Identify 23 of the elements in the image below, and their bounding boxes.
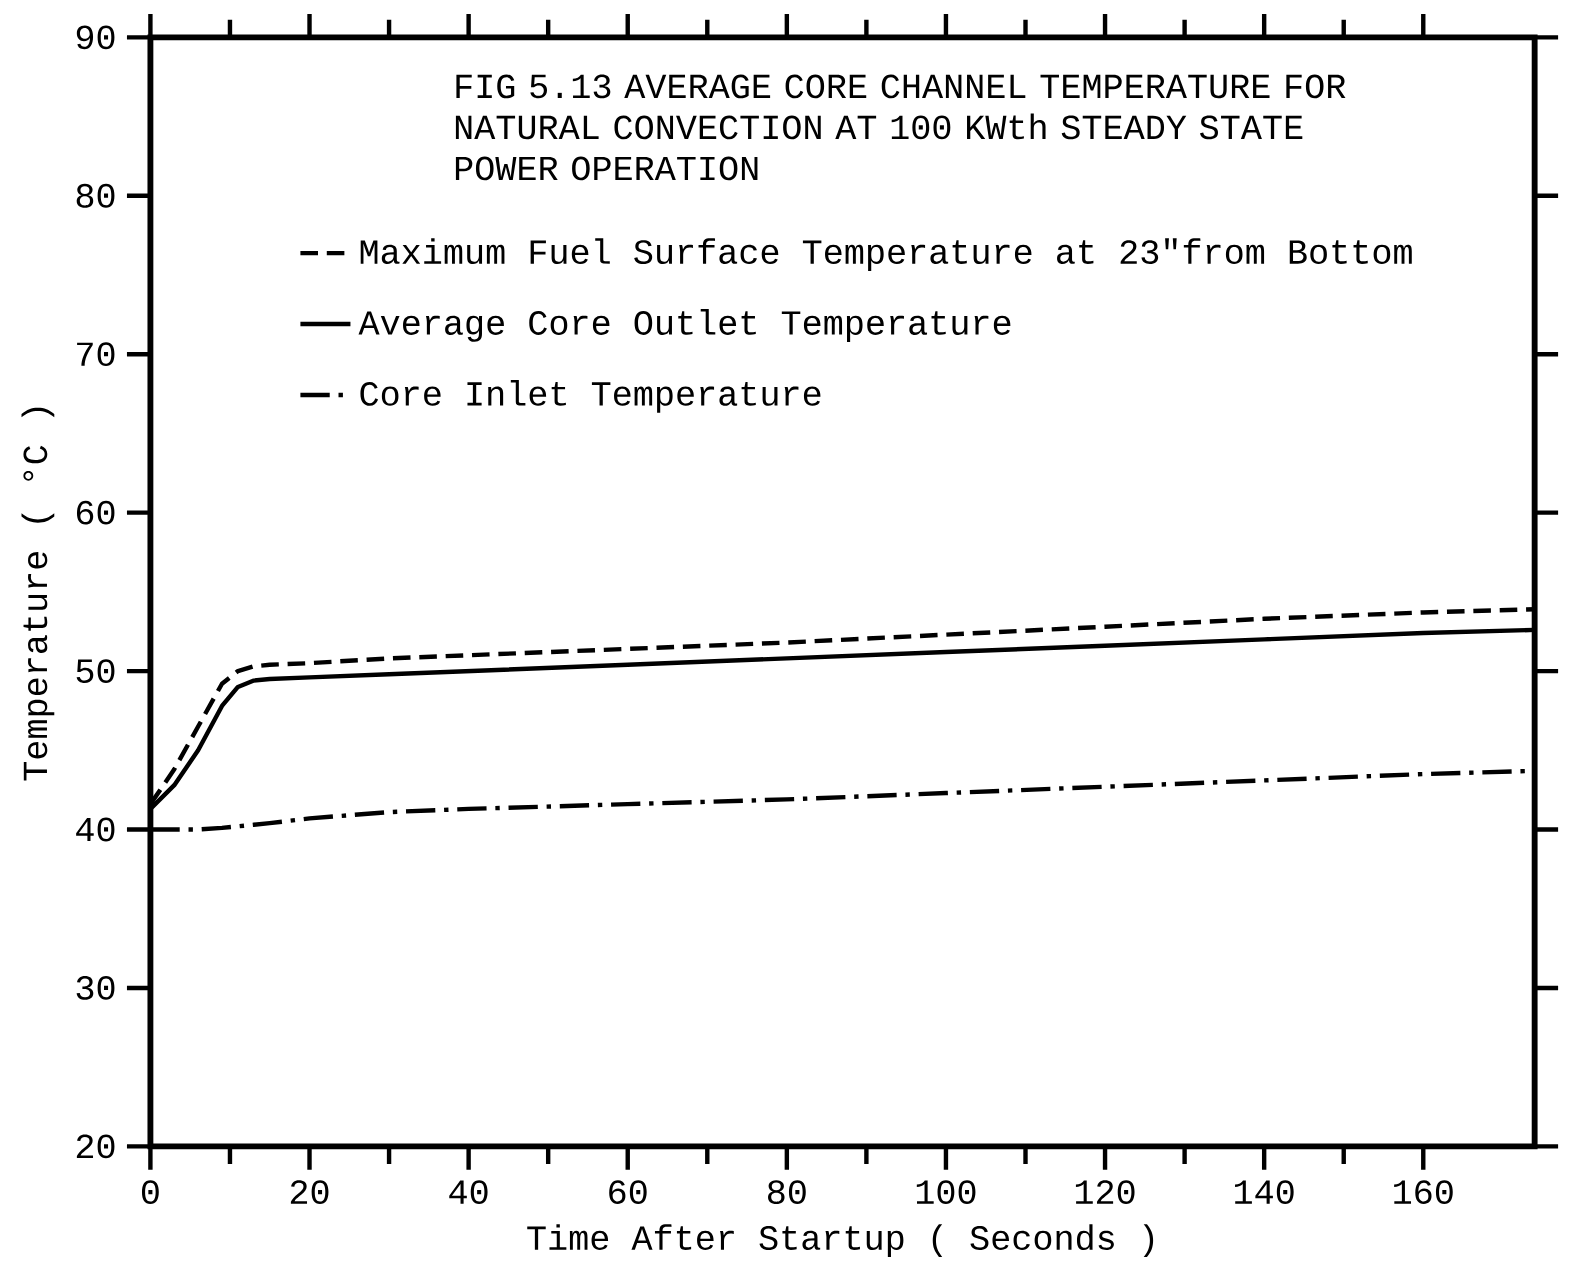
text: FIG 5.13 AVERAGE CORE CHANNEL TEMPERATURE FOR NATURAL CONVECTION AT 100 KWth STEADY STATE POWER OPERATION <box>455 74 1346 181</box>
x-tick-label: 0 <box>141 1179 159 1204</box>
y-tick-label: 40 <box>76 817 115 842</box>
y-tick-label: 80 <box>76 183 115 208</box>
y-tick-label: 50 <box>76 658 115 683</box>
y-tick-label: 70 <box>77 342 115 366</box>
x-tick-label: 140 <box>1235 1179 1294 1204</box>
legend-label: Core Inlet Temperature <box>360 379 821 413</box>
y-tick-label: 60 <box>76 500 115 525</box>
x-tick-label: 20 <box>290 1179 329 1204</box>
legend-label: Maximum Fuel Surface Temperature at 23"from Bottom <box>360 237 1412 271</box>
x-tick-label: 100 <box>916 1179 976 1204</box>
x-tick-label: 60 <box>609 1179 647 1204</box>
x-axis-title: Time After Startup ( Seconds ) <box>527 1223 1154 1257</box>
y-tick-label: 20 <box>76 1134 115 1159</box>
y-axis-title: Temperature ( °C ) <box>21 407 55 781</box>
x-tick-label: 80 <box>768 1179 806 1204</box>
x-tick-label: 160 <box>1394 1179 1453 1204</box>
y-tick-label: 90 <box>76 25 115 50</box>
x-tick-label: 40 <box>449 1179 488 1204</box>
x-tick-label: 120 <box>1075 1179 1135 1204</box>
y-tick-label: 30 <box>76 975 115 1000</box>
legend-label: Average Core Outlet Temperature <box>358 308 1011 342</box>
